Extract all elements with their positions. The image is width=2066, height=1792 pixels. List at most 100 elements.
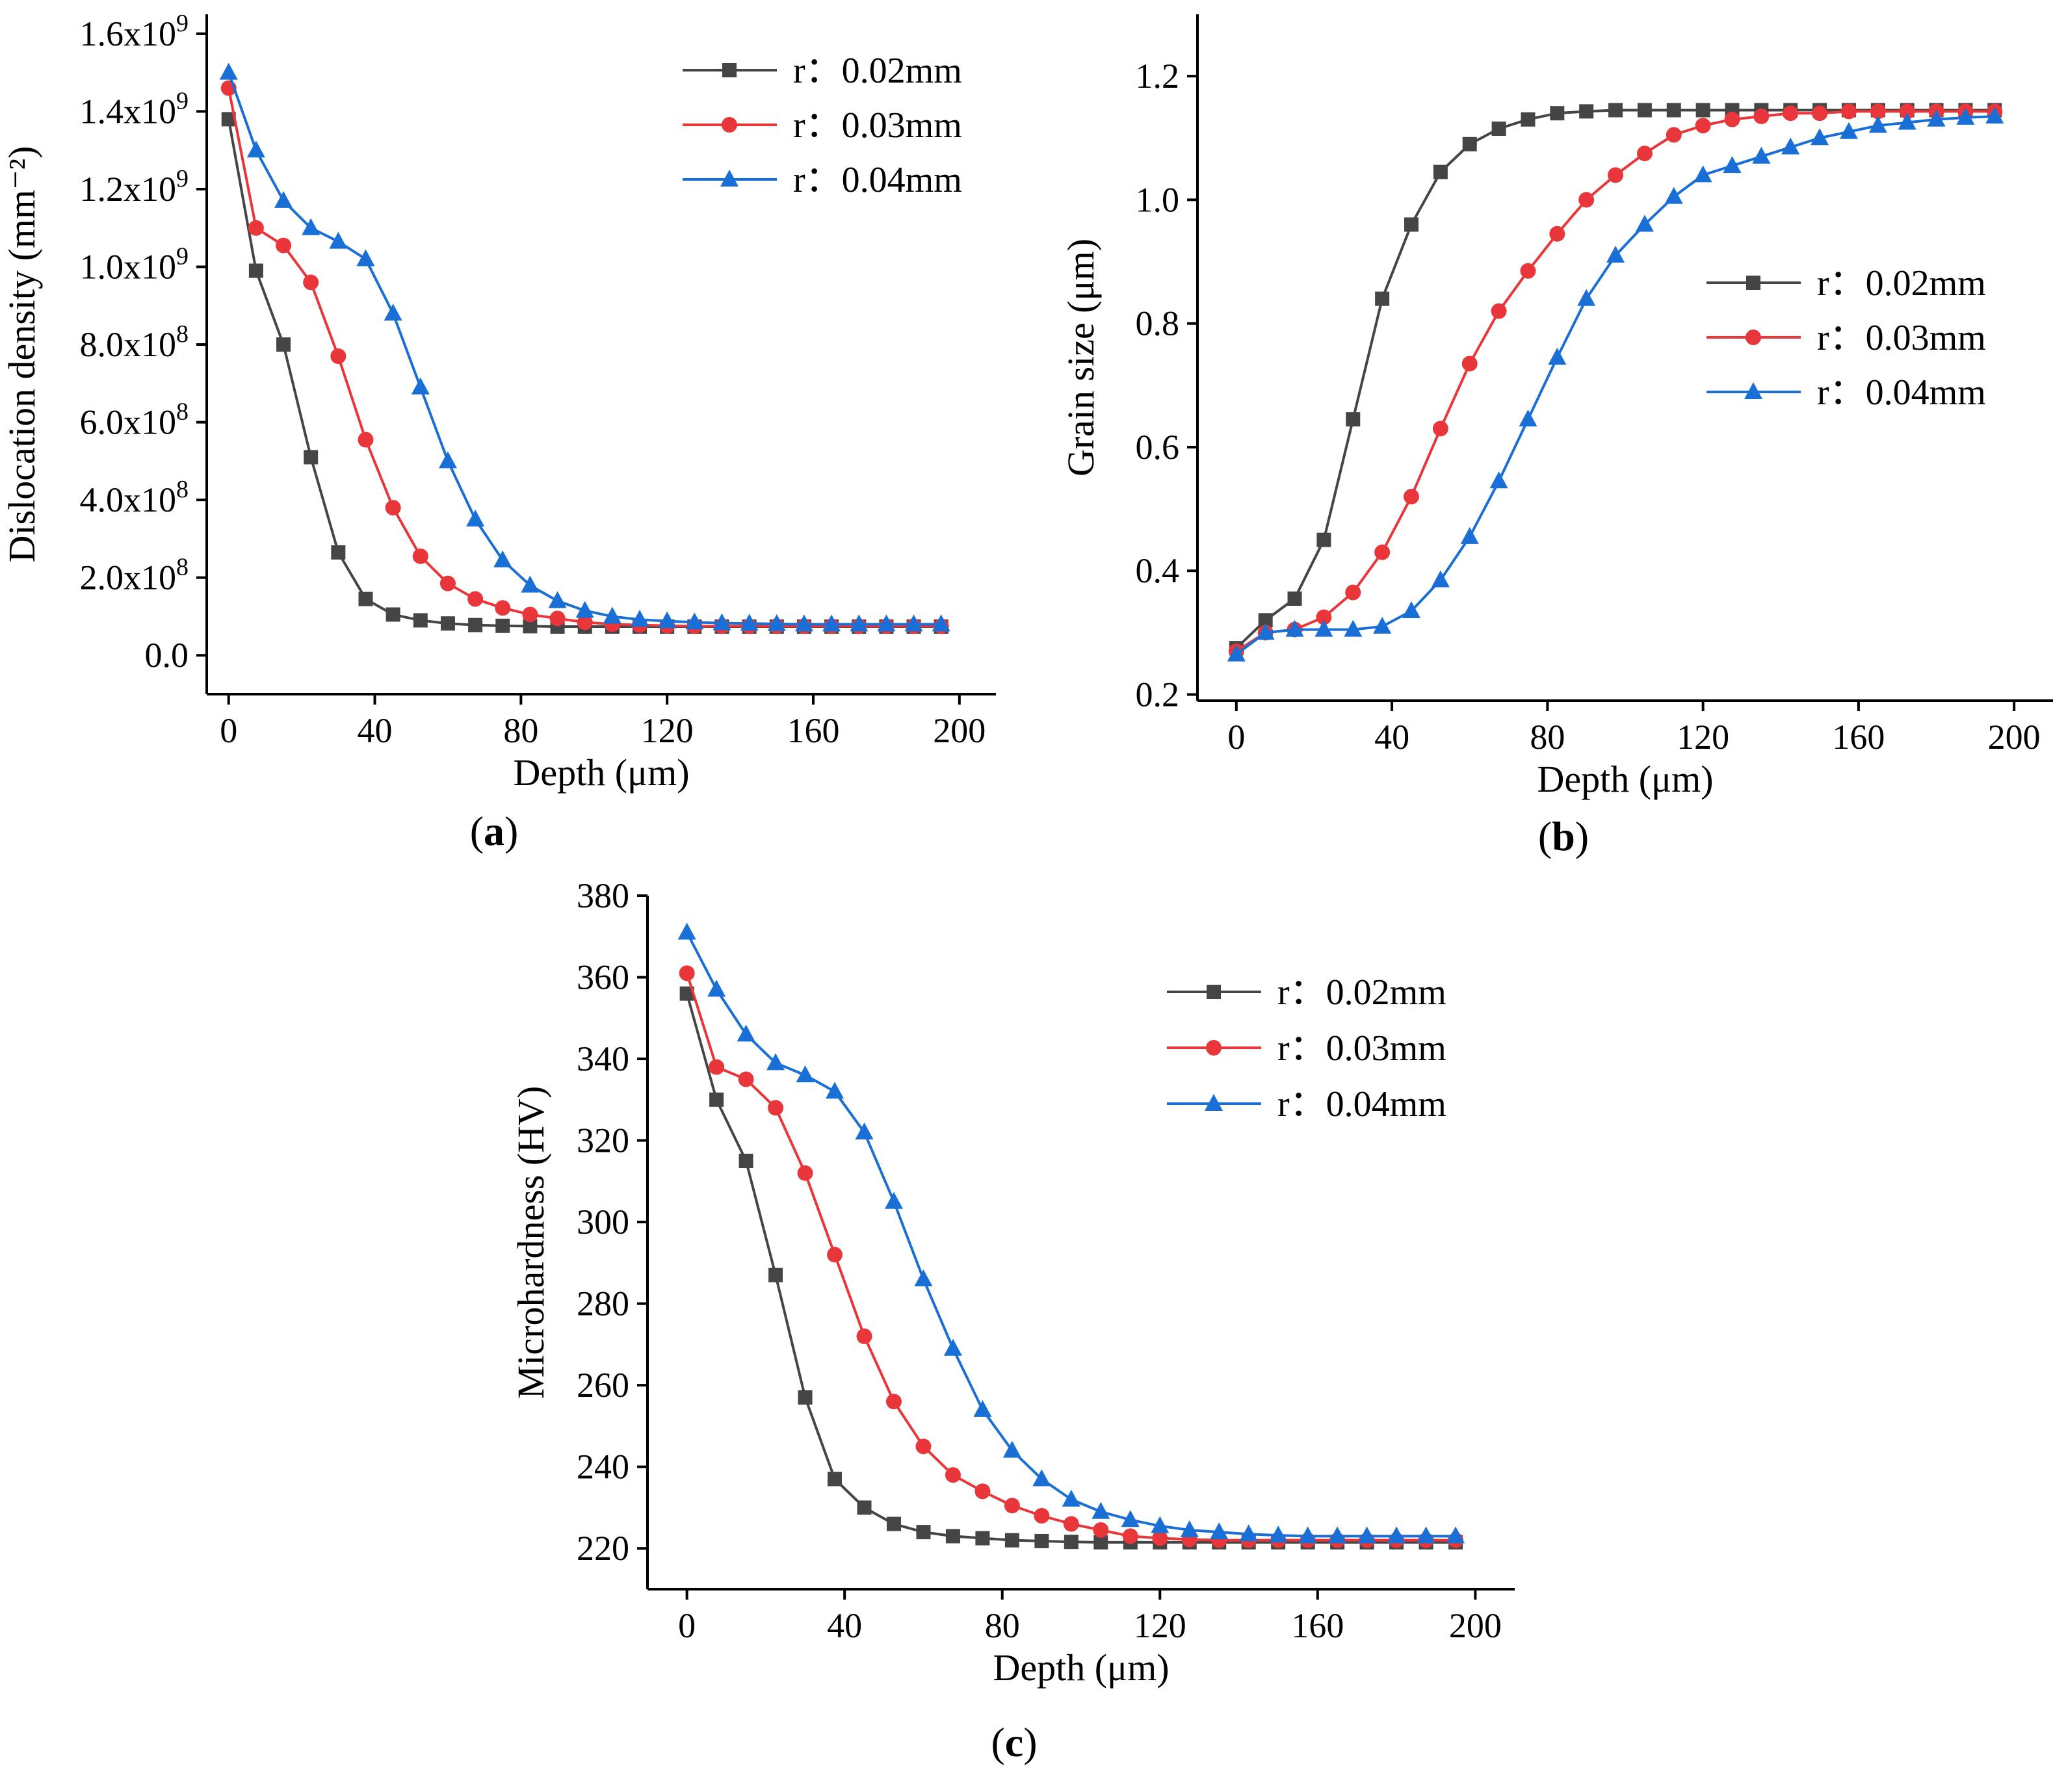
y-tick-label: 360: [577, 958, 629, 997]
legend-label: r：0.02mm: [793, 51, 962, 91]
data-point: [1431, 570, 1450, 588]
data-point: [411, 377, 430, 395]
x-axis-title: Depth (μm): [513, 751, 689, 794]
y-tick-label: 0.0: [145, 636, 189, 675]
data-point: [677, 922, 696, 940]
data-point: [1695, 118, 1711, 134]
x-tick-label: 40: [827, 1606, 862, 1645]
data-point: [1373, 616, 1392, 634]
y-tick-label: 300: [577, 1202, 629, 1241]
data-point: [1285, 619, 1304, 637]
y-tick-label: 220: [577, 1529, 629, 1568]
data-point: [904, 614, 923, 632]
series-triangle: [1227, 106, 2004, 662]
data-point: [1269, 1526, 1288, 1543]
x-tick-label: 160: [1832, 718, 1885, 757]
data-point: [1062, 1489, 1080, 1507]
data-point: [1122, 1528, 1138, 1544]
data-point: [916, 1525, 931, 1540]
data-point: [1783, 105, 1799, 122]
data-point: [1346, 412, 1361, 427]
y-axis-title: Grain size (μm): [1060, 239, 1102, 476]
data-point: [1180, 1520, 1199, 1537]
data-point: [1239, 1524, 1258, 1542]
data-point: [886, 1516, 901, 1531]
data-point: [577, 614, 593, 630]
data-point: [384, 304, 402, 321]
x-tick-label: 200: [1449, 1606, 1502, 1645]
data-point: [679, 965, 695, 981]
data-point: [221, 112, 236, 127]
data-point: [1548, 348, 1567, 365]
legend-marker: [1207, 985, 1221, 999]
y-axis-title: Microhardness (HV): [510, 1086, 552, 1399]
panel-label: (c): [991, 1719, 1037, 1765]
data-point: [219, 62, 238, 80]
data-point: [1316, 609, 1332, 625]
data-point: [523, 619, 538, 634]
data-point: [767, 614, 786, 631]
data-point: [1635, 214, 1654, 232]
data-point: [856, 1328, 872, 1344]
data-point: [945, 1467, 961, 1483]
data-point: [713, 613, 731, 630]
x-tick-label: 40: [1374, 718, 1409, 757]
data-point: [413, 613, 428, 628]
data-point: [1032, 1469, 1051, 1487]
data-point: [915, 1438, 932, 1455]
x-tick-label: 0: [1227, 718, 1245, 757]
data-point: [738, 1071, 754, 1087]
data-point: [1375, 291, 1390, 306]
data-point: [1637, 103, 1652, 118]
x-tick-label: 160: [787, 711, 839, 750]
data-point: [495, 618, 510, 633]
x-tick-label: 80: [1530, 718, 1565, 757]
y-tick-label: 280: [577, 1284, 629, 1323]
data-point: [575, 601, 594, 618]
data-point: [246, 140, 265, 158]
y-tick-label: 0.8: [1136, 304, 1180, 343]
data-point: [884, 1191, 903, 1209]
y-tick-label: 340: [577, 1039, 629, 1078]
data-point: [945, 1529, 960, 1544]
data-point: [1460, 526, 1479, 544]
data-point: [1121, 1510, 1140, 1527]
data-point: [276, 337, 291, 352]
y-tick-label: 240: [577, 1448, 629, 1487]
data-point: [1578, 192, 1595, 208]
legend-marker: [720, 170, 739, 187]
x-tick-label: 120: [1677, 718, 1729, 757]
data-point: [914, 1269, 933, 1286]
data-point: [330, 348, 347, 364]
legend-entry: r：0.02mm: [683, 51, 962, 91]
data-point: [739, 1153, 753, 1168]
data-point: [1723, 156, 1742, 174]
data-point: [1519, 409, 1537, 427]
data-point: [1608, 103, 1623, 118]
data-point: [766, 1053, 785, 1071]
data-point: [1695, 103, 1710, 118]
data-point: [1093, 1535, 1108, 1550]
series-triangle: [677, 922, 1465, 1544]
data-point: [1521, 112, 1536, 127]
data-point: [1092, 1501, 1110, 1519]
data-point: [1666, 127, 1682, 143]
legend-marker: [1205, 1094, 1223, 1111]
data-point: [709, 1059, 725, 1075]
x-tick-label: 200: [933, 711, 986, 750]
data-point: [822, 614, 841, 632]
legend-label: r：0.03mm: [793, 105, 962, 146]
legend-label: r：0.02mm: [1817, 263, 1986, 304]
y-tick-label: 8.0x108: [80, 320, 189, 364]
data-point: [1404, 217, 1419, 232]
data-point: [248, 263, 263, 278]
data-point: [1550, 106, 1565, 121]
data-point: [1151, 1516, 1170, 1533]
data-point: [1491, 122, 1506, 136]
data-point: [1868, 116, 1887, 133]
data-point: [495, 600, 511, 616]
x-tick-label: 120: [641, 711, 694, 750]
data-point: [768, 1100, 784, 1116]
data-point: [1093, 1522, 1109, 1538]
